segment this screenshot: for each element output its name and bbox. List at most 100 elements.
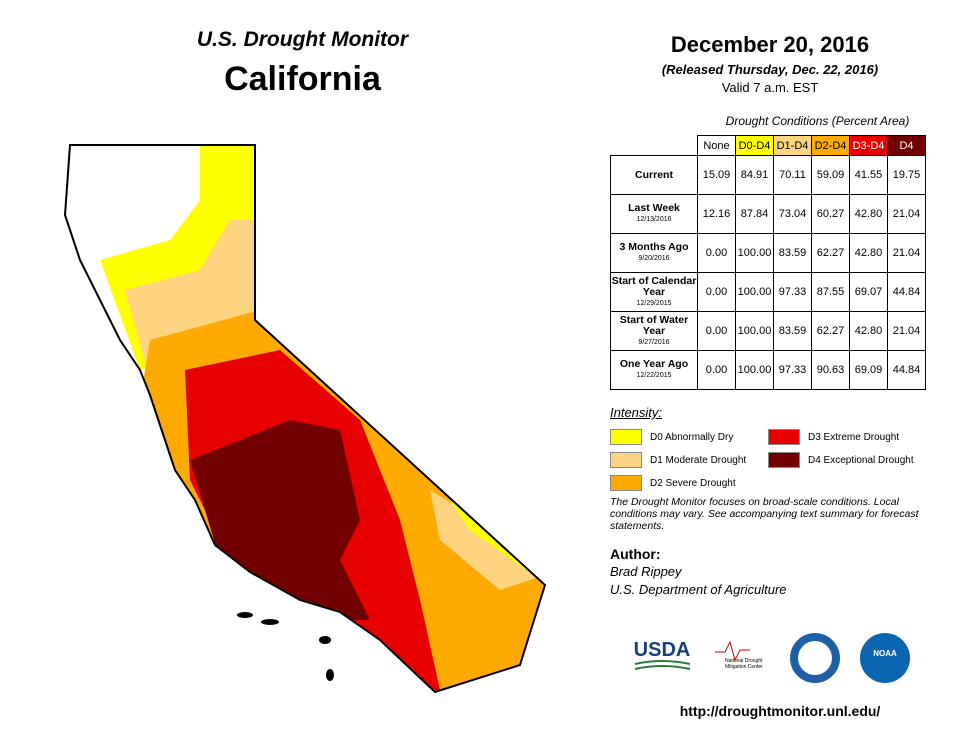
cell: 42.80 xyxy=(849,233,888,273)
author-heading: Author: xyxy=(610,546,661,562)
row: Current 15.09 84.91 70.11 59.09 41.55 19.75 xyxy=(610,155,926,195)
legend-item: D4 Exceptional Drought xyxy=(768,452,914,468)
cell: 73.04 xyxy=(773,194,812,234)
row-label: 3 Months Ago 9/20/2016 xyxy=(610,233,698,273)
legend-label: D2 Severe Drought xyxy=(650,477,736,489)
cell: 21.04 xyxy=(887,194,926,234)
usda-logo: USDA xyxy=(634,639,691,661)
legend-item: D0 Abnormally Dry xyxy=(610,429,733,445)
row: Last Week 12/13/2016 12.16 87.84 73.04 60.27 4… xyxy=(610,194,926,234)
row-name: Current xyxy=(635,168,673,181)
legend-swatch xyxy=(610,475,642,491)
noaa-logo: NOAA xyxy=(873,649,897,658)
author-name: Brad Rippey xyxy=(610,564,682,579)
cell: 42.80 xyxy=(849,311,888,351)
cell: 0.00 xyxy=(697,311,736,351)
cell: 19.75 xyxy=(887,155,926,195)
cell: 44.84 xyxy=(887,350,926,390)
legend-label: D1 Moderate Drought xyxy=(650,454,747,466)
cell: 0.00 xyxy=(697,272,736,312)
cell: 100.00 xyxy=(735,272,774,312)
legend-item: D2 Severe Drought xyxy=(610,475,736,491)
cell: 84.91 xyxy=(735,155,774,195)
cell: 41.55 xyxy=(849,155,888,195)
cell: 59.09 xyxy=(811,155,850,195)
conditions-table: None D0-D4 D1-D4 D2-D4 D3-D4 D4 Current 15.09 84… xyxy=(610,135,926,390)
legend-label: D3 Extreme Drought xyxy=(808,431,900,443)
cell: 21.04 xyxy=(887,311,926,351)
cell: 97.33 xyxy=(773,272,812,312)
released: (Released Thursday, Dec. 22, 2016) xyxy=(661,62,879,77)
row-name: Start of Water Year xyxy=(619,313,689,337)
cell: 97.33 xyxy=(773,350,812,390)
row-date: 12/29/2015 xyxy=(636,299,672,307)
column-header: D1-D4 xyxy=(773,135,812,156)
legend-label: D4 Exceptional Drought xyxy=(808,454,914,466)
cell: 21.04 xyxy=(887,233,926,273)
islands xyxy=(237,612,334,681)
row-label: Start of Water Year 9/27/2016 xyxy=(610,311,698,351)
cell: 90.63 xyxy=(811,350,850,390)
legend-swatch xyxy=(610,452,642,468)
row-label: Last Week 12/13/2016 xyxy=(610,194,698,234)
cell: 100.00 xyxy=(735,311,774,351)
region: California xyxy=(224,60,381,98)
note: The Drought Monitor focuses on broad-sca… xyxy=(610,496,919,532)
column-header: D4 xyxy=(887,135,926,156)
legend-item: D3 Extreme Drought xyxy=(768,429,899,445)
map xyxy=(63,144,547,694)
row-label: Start of Calendar Year 12/29/2015 xyxy=(610,272,698,312)
row: One Year Ago 12/22/2015 0.00 100.00 97.33 90.… xyxy=(610,350,926,390)
cell: 60.27 xyxy=(811,194,850,234)
cell: 69.07 xyxy=(849,272,888,312)
row-date: 12/13/2016 xyxy=(636,216,672,223)
row-name: Start of Calendar Year xyxy=(611,274,697,298)
row: 3 Months Ago 9/20/2016 0.00 100.00 83.59 62.2… xyxy=(610,233,926,273)
date: December 20, 2016 xyxy=(670,32,870,57)
cell: 44.84 xyxy=(887,272,926,312)
row-date: 9/20/2016 xyxy=(638,255,670,262)
row-date: 9/27/2016 xyxy=(638,338,670,346)
url: http://droughtmonitor.unl.edu/ xyxy=(679,703,881,719)
state-outline xyxy=(63,144,547,694)
cell: 0.00 xyxy=(697,233,736,273)
valid: Valid 7 a.m. EST xyxy=(721,80,819,95)
column-header: D0-D4 xyxy=(735,135,774,156)
row: Start of Water Year 9/27/2016 0.00 100.00 83… xyxy=(610,311,926,351)
legend: D0 Abnormally Dry D1 Moderate Drought D2 S… xyxy=(610,405,930,495)
cell: 0.00 xyxy=(697,350,736,390)
header-row: None D0-D4 D1-D4 D2-D4 D3-D4 D4 xyxy=(611,135,926,156)
cell: 62.27 xyxy=(811,233,850,273)
drought-areas xyxy=(65,145,545,692)
blank xyxy=(611,136,698,156)
author-org: U.S. Department of Agriculture xyxy=(610,582,787,597)
cell: 87.55 xyxy=(811,272,850,312)
legend-swatch xyxy=(768,452,800,468)
legend-label: D0 Abnormally Dry xyxy=(650,431,734,443)
row-label: Current xyxy=(610,155,698,195)
cell: 83.59 xyxy=(773,311,812,351)
cell: 70.11 xyxy=(773,155,812,195)
legend-swatch xyxy=(610,429,642,445)
row: Start of Calendar Year 12/29/2015 0.00 100.… xyxy=(610,272,926,312)
cell: 15.09 xyxy=(697,155,736,195)
cell: 69.09 xyxy=(849,350,888,390)
row-label: One Year Ago 12/22/2015 xyxy=(610,350,698,390)
row-date: 12/22/2015 xyxy=(636,372,672,379)
row-name: Last Week xyxy=(628,202,680,214)
row-name: One Year Ago xyxy=(619,358,689,370)
title: U.S. Drought Monitor xyxy=(196,28,409,51)
ndmc-logo: National Drought Mitigation Center xyxy=(725,658,763,670)
cell: 87.84 xyxy=(735,194,774,234)
cell: 100.00 xyxy=(735,350,774,390)
cell: 62.27 xyxy=(811,311,850,351)
cell: 100.00 xyxy=(735,233,774,273)
column-header: D2-D4 xyxy=(811,135,850,156)
cell: 83.59 xyxy=(773,233,812,273)
cell: 42.80 xyxy=(849,194,888,234)
logos: USDA National Drought Mitigation Center … xyxy=(634,633,910,683)
cell: 12.16 xyxy=(697,194,736,234)
column-header: None xyxy=(697,135,736,156)
legend-swatch xyxy=(768,429,800,445)
